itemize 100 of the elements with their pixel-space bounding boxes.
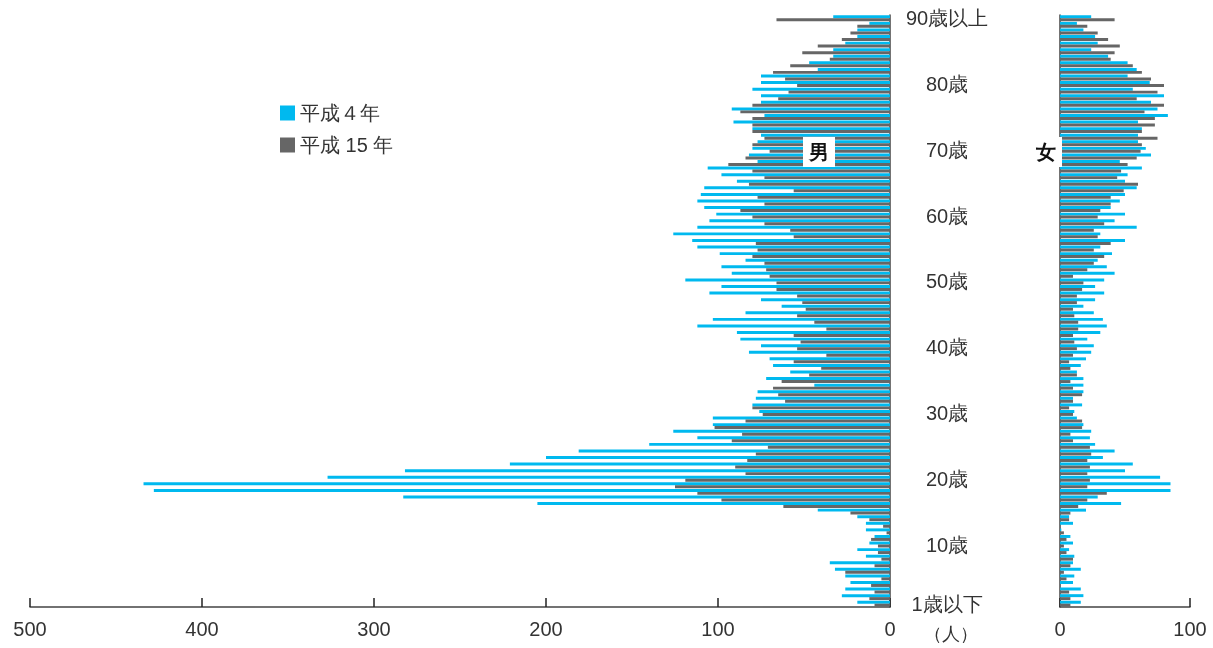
bar: [841, 594, 890, 598]
bar: [685, 278, 890, 282]
bar: [1060, 534, 1071, 538]
bar: [721, 265, 890, 269]
bar: [745, 311, 890, 315]
bar: [817, 44, 890, 48]
bar: [1060, 261, 1094, 265]
bar: [1060, 465, 1090, 469]
bar: [1060, 366, 1071, 370]
bar: [748, 182, 890, 186]
bar: [1060, 35, 1096, 39]
bar: [1060, 140, 1138, 144]
bar: [1060, 160, 1120, 163]
bar: [1060, 166, 1142, 170]
bar: [781, 380, 890, 384]
bar: [1060, 225, 1137, 229]
bar: [675, 485, 890, 489]
bar: [871, 583, 890, 587]
bar: [1060, 209, 1101, 212]
bar: [874, 590, 890, 594]
bar: [1060, 472, 1088, 476]
y-tick-label: 20歳: [925, 467, 969, 490]
bar: [1060, 61, 1128, 65]
bar: [845, 574, 890, 578]
y-tick-label: 1歳以下: [911, 592, 983, 615]
bar: [776, 287, 890, 291]
bar: [748, 350, 890, 354]
bar: [1060, 304, 1084, 308]
bar: [769, 274, 890, 278]
bar: [700, 192, 890, 196]
bar: [857, 515, 890, 519]
bar: [1060, 491, 1107, 495]
bar: [1060, 357, 1086, 361]
bar: [719, 252, 890, 256]
bar: [1060, 84, 1164, 88]
bar: [735, 465, 890, 469]
y-tick-label: 90歳以上: [905, 7, 989, 30]
bar: [1060, 156, 1137, 160]
bar: [1060, 274, 1073, 278]
bar: [1060, 107, 1158, 111]
bar: [546, 456, 890, 459]
bar: [1060, 81, 1150, 85]
bar: [1060, 380, 1071, 384]
bar: [733, 120, 890, 124]
bar: [1060, 38, 1109, 41]
bar: [1060, 482, 1171, 486]
bar: [1060, 281, 1084, 285]
bar: [826, 327, 890, 331]
y-tick-label: 50歳: [925, 270, 969, 293]
bar: [1060, 94, 1164, 98]
bar: [805, 307, 890, 311]
bar: [793, 360, 890, 364]
bar: [1060, 294, 1077, 298]
bar: [1060, 67, 1137, 71]
bar: [793, 189, 890, 193]
bar: [1060, 149, 1141, 153]
bar: [881, 557, 890, 561]
bar: [874, 564, 890, 568]
bar: [1060, 340, 1075, 344]
bar: [1060, 70, 1142, 74]
bar: [1060, 278, 1105, 282]
bar: [1060, 169, 1122, 173]
bar: [802, 301, 890, 305]
bar: [1060, 298, 1096, 302]
bar: [752, 103, 890, 107]
bar: [829, 57, 890, 61]
bar: [755, 241, 890, 245]
bar: [817, 508, 890, 512]
bar: [649, 442, 890, 446]
bar: [1060, 314, 1075, 318]
bar: [886, 531, 890, 535]
bar: [865, 521, 890, 525]
bar: [692, 238, 890, 242]
bar: [800, 340, 890, 344]
bar: [1060, 462, 1133, 466]
bar: [752, 116, 890, 120]
bar: [869, 541, 890, 545]
bar: [766, 268, 890, 272]
bar: [857, 548, 890, 552]
bar: [1060, 363, 1081, 367]
y-tick-label: 60歳: [925, 204, 969, 227]
bar: [327, 475, 890, 479]
bar: [1060, 406, 1070, 410]
bar: [1060, 337, 1088, 341]
bar: [785, 399, 890, 403]
bar: [1060, 110, 1145, 114]
bar: [1060, 64, 1133, 68]
bar: [1060, 100, 1151, 104]
bar: [1060, 143, 1142, 147]
bar: [1060, 498, 1088, 502]
bar: [1060, 386, 1073, 390]
bar: [740, 209, 890, 212]
bar: [809, 373, 890, 377]
bar: [1060, 245, 1101, 249]
bar: [773, 363, 890, 367]
x-tick-label: 400: [185, 618, 219, 640]
bar: [821, 366, 890, 370]
bar: [1060, 206, 1111, 210]
bar: [1060, 195, 1111, 199]
bar: [1060, 511, 1071, 515]
